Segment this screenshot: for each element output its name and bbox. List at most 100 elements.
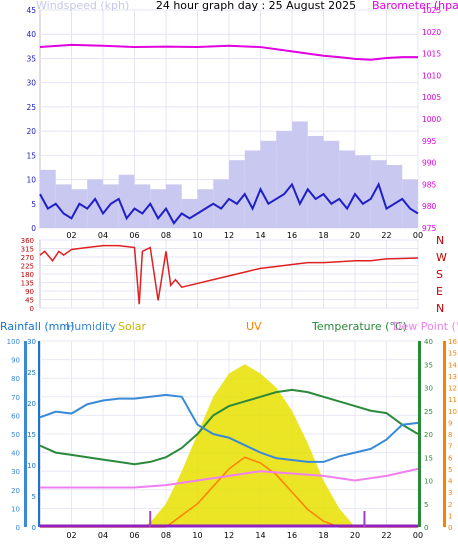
tick-label: 3 xyxy=(448,489,452,497)
direction-line xyxy=(39,244,419,305)
tick-label: 1025 xyxy=(422,6,441,15)
tick-label: 20 xyxy=(11,487,20,495)
tick-label: 35 xyxy=(424,361,433,369)
tick-label: 12 xyxy=(448,385,457,393)
tick-label: 18 xyxy=(318,531,328,540)
tick-label: 7 xyxy=(448,443,452,451)
gust-bar xyxy=(260,140,277,228)
tick-label: 995 xyxy=(422,137,437,146)
tick-label: 5 xyxy=(448,466,452,474)
windspeed-line xyxy=(39,181,419,225)
tick-label: 1020 xyxy=(422,28,441,37)
gust-bar xyxy=(370,160,387,228)
compass-label: E xyxy=(436,285,443,298)
tick-label: 00 xyxy=(413,231,423,240)
tick-label: 15 xyxy=(424,454,433,462)
tick-label: 10 xyxy=(424,478,433,486)
tick-label: 06 xyxy=(129,531,139,540)
tick-label: 12 xyxy=(224,231,234,240)
tick-label: 80 xyxy=(11,375,20,383)
legend-solar: Solar xyxy=(118,320,147,333)
tick-label: 50 xyxy=(11,431,20,439)
gust-bar xyxy=(213,179,229,228)
tick-label: 02 xyxy=(66,531,76,540)
wind-x-ticks: 02 04 06 08 10 12 14 16 18 20 22 00 xyxy=(66,231,423,240)
tick-label: 30 xyxy=(26,79,36,88)
tick-label: 06 xyxy=(129,231,139,240)
gust-bar xyxy=(292,121,308,228)
tick-label: 0 xyxy=(16,524,20,532)
gust-bar xyxy=(71,189,88,228)
temp-axis-bar xyxy=(418,341,421,527)
compass-label: S xyxy=(436,268,443,281)
gust-bar xyxy=(55,184,72,228)
tick-label: 5 xyxy=(424,501,428,509)
gust-bar xyxy=(402,179,418,228)
legend-temperature: Temperature (°C) xyxy=(311,320,407,333)
gust-bar xyxy=(181,198,198,228)
compass-label: N xyxy=(436,234,444,247)
tick-label: 20 xyxy=(350,531,360,540)
tick-label: 2 xyxy=(448,501,452,509)
dewpoint-line xyxy=(40,467,419,489)
legend-uv: UV xyxy=(246,320,262,333)
tick-label: 11 xyxy=(448,396,457,404)
solar-area xyxy=(40,364,418,527)
tick-label: 20 xyxy=(350,231,360,240)
tick-label: 30 xyxy=(424,385,433,393)
chart-title: 24 hour graph day : 25 August 2025 xyxy=(156,0,356,12)
gust-bar xyxy=(339,150,355,228)
tick-label: 12 xyxy=(224,531,234,540)
tick-label: 90 xyxy=(11,357,20,365)
gust-bar xyxy=(307,135,324,228)
gust-bar xyxy=(87,179,103,228)
tick-label: 18 xyxy=(318,231,328,240)
gust-bar xyxy=(244,150,261,228)
tick-label: 15 xyxy=(26,151,36,160)
tick-label: 22 xyxy=(381,231,391,240)
tick-label: 14 xyxy=(448,361,457,369)
tick-label: 30 xyxy=(27,338,36,346)
tick-label: 20 xyxy=(424,431,433,439)
tick-label: 15 xyxy=(448,350,457,358)
gust-bar xyxy=(40,169,56,228)
tick-label: 15 xyxy=(27,431,36,439)
tick-label: 90 xyxy=(25,288,34,296)
tick-label: 04 xyxy=(98,531,108,540)
tick-label: 20 xyxy=(27,400,36,408)
tick-label: 02 xyxy=(66,231,76,240)
tick-label: 9 xyxy=(448,419,452,427)
uv-line xyxy=(40,456,418,528)
tick-label: 10 xyxy=(11,505,20,513)
gust-bar xyxy=(118,174,135,228)
barometer-line xyxy=(39,43,418,61)
tick-label: 100 xyxy=(7,338,20,346)
tick-label: 00 xyxy=(413,531,423,540)
tick-label: 1010 xyxy=(422,71,441,80)
gust-bar xyxy=(323,140,340,228)
tick-label: 5 xyxy=(32,493,36,501)
tick-label: 25 xyxy=(27,369,36,377)
tick-label: 60 xyxy=(11,412,20,420)
tick-label: 8 xyxy=(448,431,452,439)
gust-bar xyxy=(355,155,371,228)
tick-label: 10 xyxy=(192,531,202,540)
tick-label: 40 xyxy=(26,30,36,39)
tick-label: 0 xyxy=(448,524,452,532)
tick-label: 16 xyxy=(448,338,457,346)
tick-label: 13 xyxy=(448,373,457,381)
tick-label: 20 xyxy=(26,127,36,136)
tick-label: 08 xyxy=(161,231,171,240)
tick-label: 975 xyxy=(422,224,437,233)
direction-grid xyxy=(40,239,419,309)
tick-label: 25 xyxy=(26,103,36,112)
tick-label: 0 xyxy=(424,524,428,532)
temp-axis-ticks: 0102030405060708090100051015202530051015… xyxy=(7,338,458,532)
legend-dewpoint: Dew Point (°C) xyxy=(393,320,458,333)
barometer-axis-title: Barometer (hpa) xyxy=(372,0,458,12)
gust-bar xyxy=(229,160,245,228)
gust-bar xyxy=(134,184,151,228)
tick-label: 360 xyxy=(21,237,34,245)
